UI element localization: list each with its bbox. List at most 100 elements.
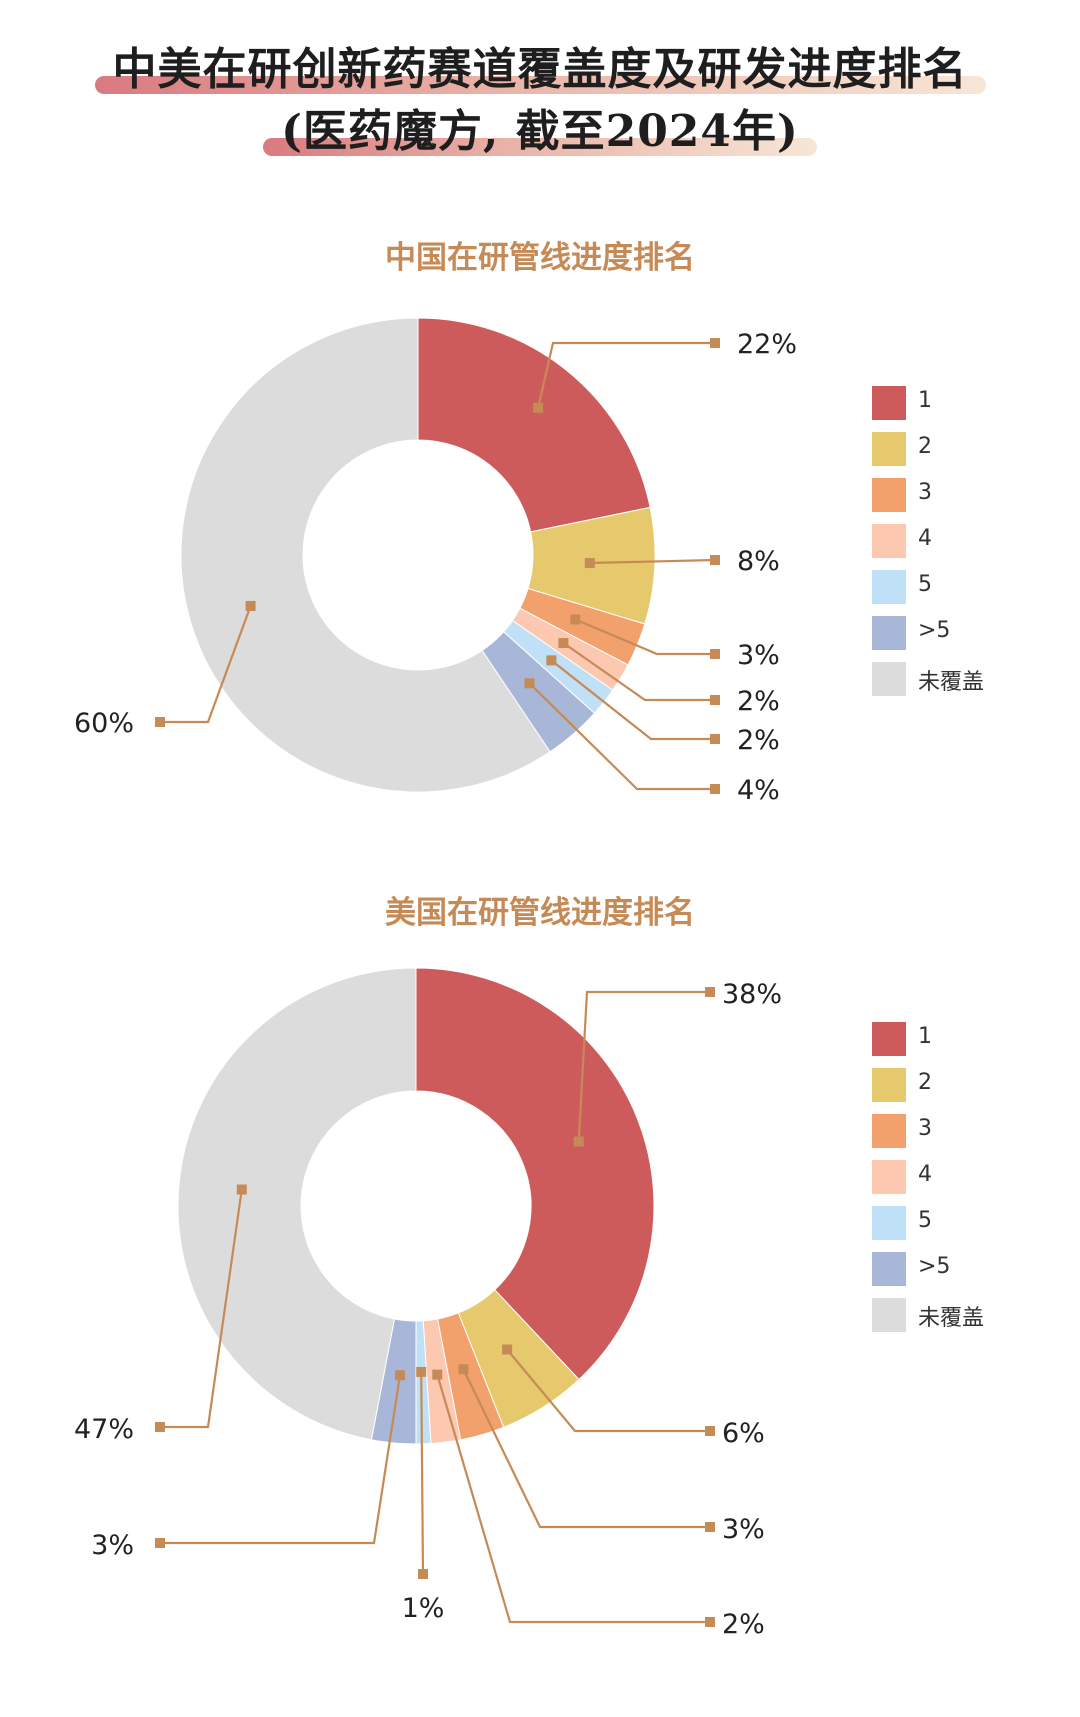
leader-marker-end-1-4 [418,1569,428,1579]
legend-label: 未覆盖 [918,1306,985,1331]
leader-marker-start-0-4 [546,655,557,666]
main-title: 中美在研创新药赛道覆盖度及研发进度排名 (医药魔方, 截至2024年) [0,40,1080,162]
legend-item: 3 [872,1114,1052,1160]
legend-item: >5 [872,1252,1052,1298]
leader-marker-end-1-2 [705,1522,715,1532]
leader-line-0-4 [550,659,715,741]
leader-line-1-3 [436,1374,710,1624]
leader-marker-start-1-3 [432,1369,443,1380]
donut-slice-0-1 [417,317,651,533]
data-label-0-4: 2% [737,725,780,756]
legend-label: 2 [918,434,932,459]
donut-slice-1-1 [415,967,655,1381]
leader-line-0-6 [160,605,252,724]
legend-item: 5 [872,570,1052,616]
data-label-1-1: 6% [722,1418,765,1449]
leader-marker-start-1-1 [502,1344,513,1355]
legend-label: >5 [918,618,951,643]
legend-swatch [872,616,906,650]
chart-title-china: 中国在研管线进度排名 [385,240,695,276]
leader-marker-end-1-0 [705,987,715,997]
leader-marker-end-0-5 [710,784,720,794]
legend-label: 3 [918,1116,932,1141]
leader-marker-end-0-6 [155,717,165,727]
leader-marker-end-1-5 [155,1538,165,1548]
legend-item: >5 [872,616,1052,662]
leader-marker-end-1-3 [705,1617,715,1627]
leader-line-1-5 [160,1375,402,1545]
legend-swatch [872,1114,906,1148]
legend-usa: 1 2 3 4 5 >5 未覆盖 [872,1022,1052,1344]
data-label-0-3: 2% [737,686,780,717]
legend-item: 1 [872,1022,1052,1068]
data-label-1-2: 3% [722,1514,765,1545]
legend-label: 4 [918,526,932,551]
leader-line-0-2 [574,618,715,656]
leader-marker-start-1-2 [458,1364,469,1375]
donut-slice-0-未覆盖 [180,317,551,793]
data-label-1-5: 3% [91,1530,134,1561]
legend-label: >5 [918,1254,951,1279]
legend-item: 4 [872,1160,1052,1206]
leader-marker-start-0-1 [584,558,595,569]
legend-label: 3 [918,480,932,505]
leader-marker-end-0-1 [710,555,720,565]
legend-item: 4 [872,524,1052,570]
donut-slice-1-未覆盖 [177,967,417,1441]
leader-marker-end-0-2 [710,649,720,659]
legend-swatch [872,1022,906,1056]
legend-swatch [872,1252,906,1286]
data-label-0-0: 22% [737,329,797,360]
data-label-1-4: 1% [402,1593,445,1624]
leader-marker-end-0-0 [710,338,720,348]
leader-line-1-2 [462,1368,710,1529]
leader-line-0-5 [528,682,715,791]
legend-item: 2 [872,432,1052,478]
legend-swatch [872,524,906,558]
leader-marker-start-1-4 [416,1366,427,1377]
leader-marker-start-0-6 [245,600,256,611]
main-title-line-1: 中美在研创新药赛道覆盖度及研发进度排名 [94,40,986,100]
leader-line-1-1 [506,1348,710,1433]
legend-item: 未覆盖 [872,1298,1052,1344]
legend-item: 3 [872,478,1052,524]
leader-line-0-1 [589,558,716,565]
data-label-0-5: 4% [737,775,780,806]
leader-line-0-0 [537,341,715,409]
data-label-1-0: 38% [722,979,782,1010]
legend-label: 2 [918,1070,932,1095]
leader-marker-start-0-3 [558,638,569,649]
data-label-1-6: 47% [74,1414,134,1445]
leader-marker-start-0-0 [533,402,544,413]
legend-label: 5 [918,1208,932,1233]
legend-swatch [872,1206,906,1240]
chart-title-usa: 美国在研管线进度排名 [385,895,695,931]
legend-swatch [872,1298,906,1332]
leader-marker-end-1-1 [705,1426,715,1436]
main-title-line-2: (医药魔方, 截至2024年) [263,102,817,162]
leader-line-1-4 [420,1371,425,1575]
legend-swatch [872,662,906,696]
legend-swatch [872,432,906,466]
legend-label: 4 [918,1162,932,1187]
legend-swatch [872,570,906,604]
legend-item: 1 [872,386,1052,432]
legend-label: 未覆盖 [918,670,985,695]
leader-line-1-6 [160,1189,243,1429]
data-label-0-6: 60% [74,708,134,739]
leader-marker-start-1-5 [395,1370,406,1381]
leader-marker-start-0-5 [524,678,535,689]
leader-marker-start-1-0 [573,1136,584,1147]
legend-swatch [872,386,906,420]
leader-marker-end-0-3 [710,695,720,705]
leader-line-1-0 [577,990,710,1142]
leader-marker-start-1-6 [236,1184,247,1195]
legend-item: 未覆盖 [872,662,1052,708]
legend-swatch [872,478,906,512]
leader-marker-start-0-2 [570,614,581,625]
data-label-0-1: 8% [737,546,780,577]
leader-line-0-3 [562,642,715,702]
legend-swatch [872,1068,906,1102]
legend-item: 2 [872,1068,1052,1114]
